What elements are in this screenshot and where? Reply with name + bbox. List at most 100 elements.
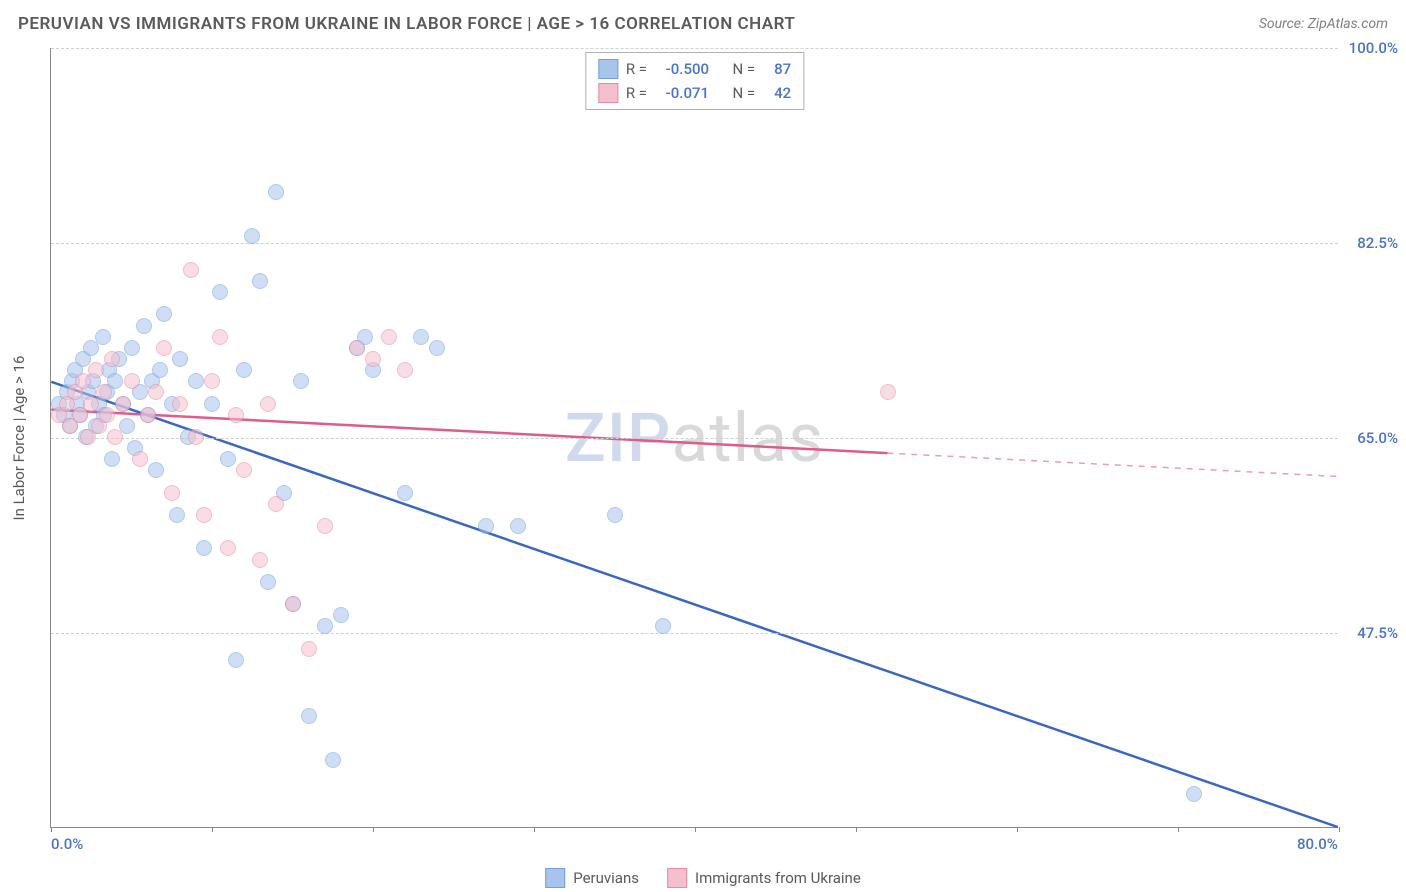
- header: PERUVIAN VS IMMIGRANTS FROM UKRAINE IN L…: [18, 14, 1388, 34]
- y-axis-label: In Labor Force | Age > 16: [10, 355, 28, 520]
- data-point-peruvians: [169, 507, 185, 523]
- data-point-ukraine: [196, 507, 212, 523]
- gridline-h: [51, 48, 1338, 49]
- data-point-ukraine: [88, 362, 104, 378]
- data-point-ukraine: [96, 384, 112, 400]
- x-tick: [856, 827, 857, 832]
- x-tick: [1178, 827, 1179, 832]
- stats-row-ukraine: R = -0.071 N = 42: [598, 81, 791, 105]
- trendline-peruvians: [51, 382, 1337, 827]
- y-tick-label: 82.5%: [1357, 234, 1398, 252]
- data-point-ukraine: [75, 373, 91, 389]
- data-point-ukraine: [115, 396, 131, 412]
- legend-item-peruvians: Peruvians: [545, 868, 639, 888]
- data-point-ukraine: [83, 396, 99, 412]
- plot-area: ZIPatlas In Labor Force | Age > 16 R =-0…: [50, 48, 1338, 828]
- trendline-dashed-ukraine: [887, 453, 1337, 476]
- y-tick-label: 65.0%: [1357, 429, 1398, 447]
- data-point-ukraine: [156, 340, 172, 356]
- data-point-peruvians: [104, 451, 120, 467]
- n-label: N =: [733, 57, 756, 81]
- data-point-ukraine: [880, 384, 896, 400]
- data-point-ukraine: [204, 373, 220, 389]
- data-point-ukraine: [212, 329, 228, 345]
- x-tick-label: 80.0%: [1297, 835, 1338, 853]
- data-point-ukraine: [124, 373, 140, 389]
- gridline-h: [51, 438, 1338, 439]
- data-point-ukraine: [148, 384, 164, 400]
- data-point-peruvians: [236, 362, 252, 378]
- legend-bottom: Peruvians Immigrants from Ukraine: [545, 868, 861, 888]
- data-point-ukraine: [349, 340, 365, 356]
- data-point-ukraine: [285, 596, 301, 612]
- data-point-peruvians: [510, 518, 526, 534]
- data-point-ukraine: [220, 540, 236, 556]
- data-point-peruvians: [156, 306, 172, 322]
- data-point-ukraine: [183, 262, 199, 278]
- r-value: -0.500: [655, 57, 709, 81]
- data-point-ukraine: [104, 351, 120, 367]
- data-point-ukraine: [107, 429, 123, 445]
- y-tick-label: 100.0%: [1349, 39, 1398, 57]
- x-tick: [695, 827, 696, 832]
- r-label: R =: [626, 57, 647, 81]
- data-point-peruvians: [172, 351, 188, 367]
- x-tick: [373, 827, 374, 832]
- data-point-ukraine: [164, 485, 180, 501]
- data-point-ukraine: [268, 496, 284, 512]
- data-point-peruvians: [397, 485, 413, 501]
- data-point-peruvians: [252, 273, 268, 289]
- data-point-peruvians: [325, 752, 341, 768]
- data-point-peruvians: [196, 540, 212, 556]
- swatch-peruvians: [545, 868, 565, 888]
- x-tick-label: 0.0%: [51, 835, 83, 853]
- data-point-ukraine: [317, 518, 333, 534]
- source-attribution: Source: ZipAtlas.com: [1259, 16, 1388, 32]
- n-label: N =: [733, 81, 756, 105]
- chart-title: PERUVIAN VS IMMIGRANTS FROM UKRAINE IN L…: [18, 14, 795, 34]
- swatch-peruvians: [598, 59, 618, 79]
- data-point-peruvians: [413, 329, 429, 345]
- stats-row-peruvians: R = -0.500 N = 87: [598, 57, 791, 81]
- data-point-ukraine: [381, 329, 397, 345]
- x-tick: [534, 827, 535, 832]
- n-value: 42: [763, 81, 791, 105]
- data-point-peruvians: [212, 284, 228, 300]
- r-label: R =: [626, 81, 647, 105]
- data-point-peruvians: [188, 373, 204, 389]
- chart-container: PERUVIAN VS IMMIGRANTS FROM UKRAINE IN L…: [0, 0, 1406, 892]
- data-point-peruvians: [607, 507, 623, 523]
- data-point-ukraine: [99, 407, 115, 423]
- data-point-peruvians: [204, 396, 220, 412]
- data-point-ukraine: [252, 552, 268, 568]
- r-value: -0.071: [655, 81, 709, 105]
- x-tick: [212, 827, 213, 832]
- data-point-peruvians: [655, 618, 671, 634]
- data-point-peruvians: [260, 574, 276, 590]
- legend-label: Peruvians: [573, 869, 639, 887]
- swatch-ukraine: [667, 868, 687, 888]
- trendline-ukraine: [51, 410, 887, 453]
- data-point-peruvians: [268, 184, 284, 200]
- data-point-peruvians: [333, 607, 349, 623]
- data-point-peruvians: [301, 708, 317, 724]
- data-point-peruvians: [317, 618, 333, 634]
- data-point-ukraine: [365, 351, 381, 367]
- swatch-ukraine: [598, 83, 618, 103]
- data-point-ukraine: [301, 641, 317, 657]
- data-point-ukraine: [236, 462, 252, 478]
- data-point-peruvians: [478, 518, 494, 534]
- data-point-peruvians: [124, 340, 140, 356]
- data-point-ukraine: [397, 362, 413, 378]
- n-value: 87: [763, 57, 791, 81]
- data-point-peruvians: [136, 318, 152, 334]
- x-tick: [1017, 827, 1018, 832]
- data-point-peruvians: [95, 329, 111, 345]
- data-point-peruvians: [244, 228, 260, 244]
- x-tick: [51, 827, 52, 832]
- data-point-peruvians: [148, 462, 164, 478]
- data-point-peruvians: [228, 652, 244, 668]
- data-point-peruvians: [220, 451, 236, 467]
- legend-label: Immigrants from Ukraine: [695, 869, 861, 887]
- data-point-ukraine: [172, 396, 188, 412]
